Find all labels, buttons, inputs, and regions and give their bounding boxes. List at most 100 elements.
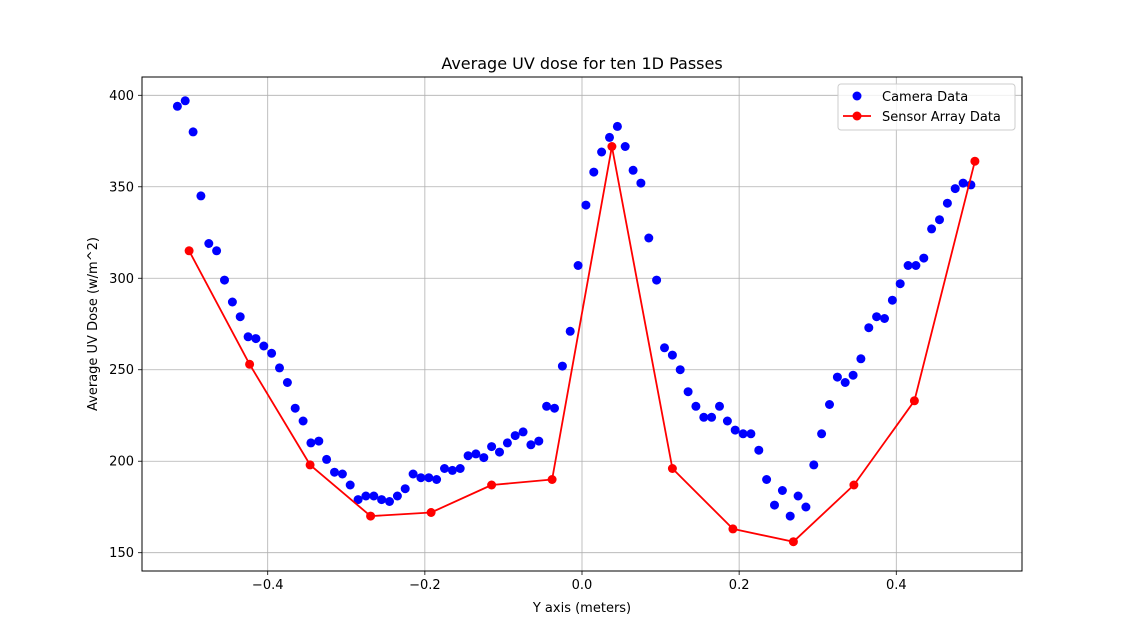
camera-data-point xyxy=(392,491,402,501)
camera-data-point xyxy=(243,332,253,342)
x-tick-label: −0.4 xyxy=(252,578,284,593)
camera-data-point xyxy=(416,473,426,483)
camera-data-point xyxy=(557,361,567,371)
camera-data-point xyxy=(290,403,300,413)
camera-data-point xyxy=(432,475,442,484)
sensor-array-data-point xyxy=(426,508,436,517)
camera-data-point xyxy=(683,387,693,397)
camera-data-point xyxy=(581,200,591,210)
camera-data-point xyxy=(935,215,944,225)
camera-data-point xyxy=(715,401,724,411)
y-tick-label: 350 xyxy=(109,180,134,195)
camera-data-point xyxy=(487,442,497,452)
camera-data-point xyxy=(942,198,952,208)
camera-data-point xyxy=(495,447,504,457)
camera-data-point xyxy=(440,464,449,473)
camera-data-point xyxy=(856,354,866,364)
sensor-array-data-point xyxy=(184,246,194,256)
legend-camera-label: Camera Data xyxy=(882,90,968,105)
camera-data-point xyxy=(817,429,827,439)
camera-data-point xyxy=(770,500,779,510)
camera-data-point xyxy=(950,184,960,194)
x-tick-label: 0.4 xyxy=(886,578,907,593)
camera-data-point xyxy=(707,412,717,422)
y-tick-label: 250 xyxy=(109,363,134,378)
camera-data-point xyxy=(785,511,795,521)
camera-data-point xyxy=(589,167,599,177)
sensor-array-data-point xyxy=(547,475,557,484)
camera-data-point xyxy=(691,401,701,411)
camera-data-point xyxy=(377,495,387,505)
x-tick-label: 0.0 xyxy=(572,578,593,593)
camera-data-point xyxy=(738,429,748,439)
camera-data-point xyxy=(699,412,709,422)
sensor-array-data-point xyxy=(849,480,859,490)
camera-data-point xyxy=(337,469,347,479)
camera-data-point xyxy=(518,427,528,437)
camera-data-point xyxy=(455,464,465,473)
sensor-array-data-point xyxy=(970,156,980,166)
camera-data-point xyxy=(510,431,520,441)
camera-data-point xyxy=(330,467,339,477)
camera-data-point xyxy=(777,486,787,495)
x-tick-label: −0.2 xyxy=(409,578,441,593)
camera-data-point xyxy=(864,323,874,333)
camera-data-point xyxy=(400,484,410,494)
camera-data-point xyxy=(227,297,237,307)
camera-data-point xyxy=(306,438,316,448)
camera-data-point xyxy=(801,502,811,512)
camera-data-point xyxy=(220,275,229,285)
camera-data-point xyxy=(730,425,740,435)
camera-data-point xyxy=(722,416,732,426)
camera-data-point xyxy=(660,343,669,353)
camera-data-point xyxy=(919,253,929,263)
y-tick-label: 400 xyxy=(109,89,134,104)
camera-data-point xyxy=(188,127,198,137)
y-tick-label: 300 xyxy=(109,272,134,287)
legend-sensor-marker xyxy=(852,111,862,121)
camera-data-point xyxy=(172,101,182,111)
camera-data-point xyxy=(675,365,685,375)
camera-data-point xyxy=(502,438,512,448)
y-tick-label: 150 xyxy=(109,546,134,561)
camera-data-point xyxy=(628,165,638,175)
y-axis-label: Average UV Dose (w/m^2) xyxy=(86,237,101,411)
legend-sensor-label: Sensor Array Data xyxy=(882,110,1001,125)
camera-data-point xyxy=(259,341,269,351)
camera-data-point xyxy=(872,312,882,322)
sensor-array-data-point xyxy=(305,460,315,470)
sensor-array-data-point xyxy=(607,142,617,151)
camera-data-point xyxy=(565,326,575,336)
camera-data-point xyxy=(471,449,481,459)
camera-data-point xyxy=(353,495,363,505)
camera-data-point xyxy=(612,121,622,131)
x-axis-label: Y axis (meters) xyxy=(532,601,631,616)
camera-data-point xyxy=(235,312,245,322)
series-layer xyxy=(172,96,980,547)
sensor-array-data-line xyxy=(188,145,976,543)
sensor-array-data-point xyxy=(788,537,798,547)
camera-data-point xyxy=(887,295,897,305)
camera-data-point xyxy=(958,178,968,188)
legend: Camera Data Sensor Array Data xyxy=(837,83,1016,131)
sensor-array-data-point xyxy=(667,464,677,473)
camera-data-point xyxy=(463,451,473,461)
camera-data-point xyxy=(573,261,583,270)
chart-title: Average UV dose for ten 1D Passes xyxy=(441,54,722,73)
camera-data-point xyxy=(597,147,607,157)
camera-data-point xyxy=(793,491,803,501)
camera-data-point xyxy=(212,246,222,256)
sensor-array-data-point xyxy=(728,524,738,534)
camera-data-point xyxy=(204,239,214,248)
camera-data-point xyxy=(809,460,819,470)
legend-box xyxy=(837,83,1016,131)
camera-data-point xyxy=(636,178,646,188)
camera-data-point xyxy=(369,491,379,501)
camera-data-point xyxy=(667,350,677,360)
camera-data-point xyxy=(605,132,614,142)
camera-data-point xyxy=(542,401,552,411)
camera-data-point xyxy=(361,491,371,501)
camera-data-point xyxy=(927,224,937,234)
